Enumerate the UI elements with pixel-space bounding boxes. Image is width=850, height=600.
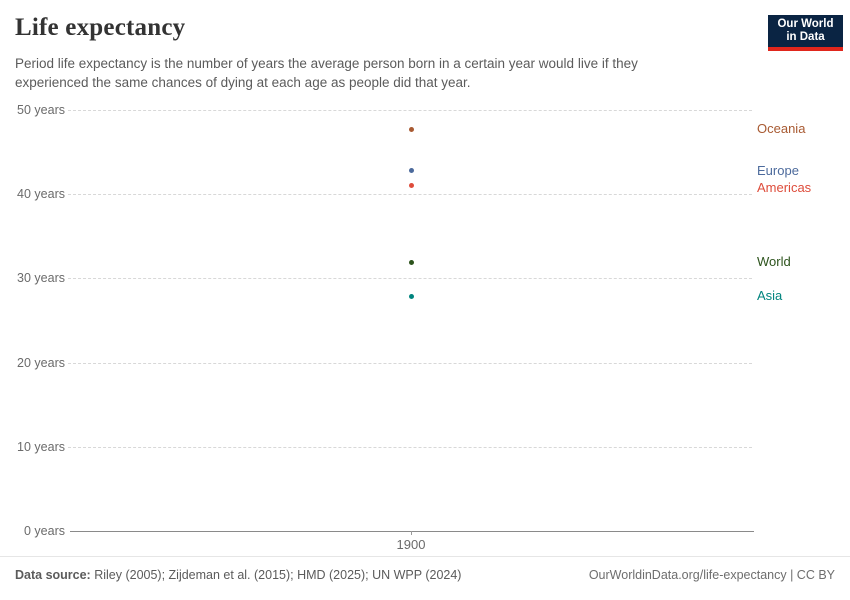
data-source-list: Riley (2005); Zijdeman et al. (2015); HM… — [90, 568, 462, 582]
x-axis-line — [70, 531, 754, 532]
chart-footer: Data source: Riley (2005); Zijdeman et a… — [15, 568, 835, 582]
owid-logo-line1: Our World — [777, 18, 834, 30]
data-point-asia[interactable] — [408, 293, 414, 299]
footer-divider — [0, 556, 850, 557]
gridline — [68, 362, 752, 364]
data-source-text: Data source: Riley (2005); Zijdeman et a… — [15, 568, 461, 582]
owid-logo[interactable]: Our World in Data — [768, 15, 843, 51]
legend-label-europe[interactable]: Europe — [757, 162, 799, 178]
gridline — [68, 110, 752, 111]
chart-subtitle: Period life expectancy is the number of … — [15, 56, 638, 90]
gridline — [68, 278, 752, 280]
page-title: Life expectancy — [15, 14, 186, 41]
gridline — [68, 194, 752, 196]
owid-logo-line2: in Data — [786, 31, 825, 43]
legend-label-oceania[interactable]: Oceania — [757, 121, 806, 137]
data-point-europe[interactable] — [408, 168, 414, 174]
x-axis-tick — [411, 531, 412, 535]
legend-label-world[interactable]: World — [757, 254, 791, 270]
legend-label-americas[interactable]: Americas — [757, 179, 812, 195]
y-axis-tick-label: 20 years — [17, 355, 65, 370]
legend-label-asia[interactable]: Asia — [757, 288, 783, 304]
y-axis-tick-label: 40 years — [17, 187, 65, 202]
y-axis-tick-label: 30 years — [17, 271, 65, 286]
x-axis-tick-label: 1900 — [396, 537, 426, 552]
y-axis-tick-label: 50 years — [17, 103, 65, 117]
data-source-label: Data source: — [15, 568, 91, 582]
gridline — [68, 446, 752, 448]
credit-link[interactable]: OurWorldinData.org/life-expectancy | CC … — [588, 568, 835, 582]
data-point-americas[interactable] — [408, 183, 414, 189]
data-point-oceania[interactable] — [408, 126, 414, 132]
data-point-world[interactable] — [408, 259, 414, 265]
y-axis-tick-label: 10 years — [17, 439, 65, 454]
y-axis-tick-label: 0 years — [24, 524, 65, 538]
